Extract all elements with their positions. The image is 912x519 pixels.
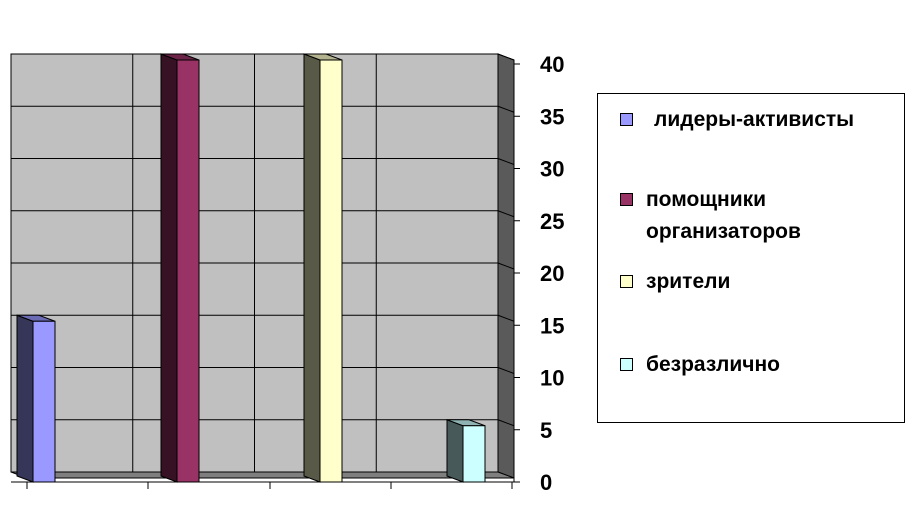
y-tick-label: 0 [540, 470, 552, 495]
gridline-side [497, 367, 515, 374]
bar-front [176, 59, 200, 483]
legend: лидеры-активисты помощники организаторов зр… [597, 93, 905, 423]
y-tick-label: 30 [540, 157, 564, 182]
gridline-side [497, 419, 515, 427]
legend-item: помощники организаторов [620, 184, 801, 248]
bar-side [446, 419, 464, 483]
bar [303, 53, 343, 483]
y-axis: 0 5 10 15 20 25 30 35 40 [11, 52, 564, 495]
gridline-side [497, 53, 515, 61]
legend-swatch [620, 358, 633, 371]
gridline-side [497, 262, 515, 270]
legend-label: безразлично [646, 353, 780, 376]
legend-item: безразлично [620, 349, 780, 381]
bar [160, 53, 200, 483]
y-tick-label: 10 [540, 366, 564, 391]
legend-label: помощники [646, 188, 767, 211]
bar-side [303, 53, 321, 483]
bar-front [319, 59, 343, 483]
y-tick-label: 25 [540, 209, 564, 234]
y-tick-label: 35 [540, 104, 564, 129]
plot-floor [10, 471, 515, 479]
legend-label: зрители [646, 270, 731, 293]
bars [16, 53, 486, 483]
bar [16, 314, 56, 483]
legend-item: зрители [620, 266, 730, 298]
legend-swatch [620, 193, 633, 206]
bar-front [32, 320, 56, 483]
legend-swatch [620, 275, 633, 288]
bar-front [462, 425, 486, 483]
bar-side [160, 53, 178, 483]
gridline-side [497, 105, 515, 113]
y-tick-label: 5 [540, 418, 552, 443]
legend-label: организаторов [646, 220, 801, 243]
gridline-side [497, 210, 515, 218]
y-tick-label: 20 [540, 261, 564, 286]
legend-label: лидеры-активисты [654, 108, 855, 131]
legend-swatch [620, 113, 633, 126]
y-tick-label: 15 [540, 313, 564, 338]
y-tick-label: 40 [540, 52, 564, 77]
bar-side [16, 314, 34, 483]
gridline-side [497, 158, 515, 165]
gridline-side [497, 314, 515, 322]
legend-item: лидеры-активисты [620, 104, 854, 136]
plot-area [10, 53, 515, 479]
bar [446, 419, 486, 483]
